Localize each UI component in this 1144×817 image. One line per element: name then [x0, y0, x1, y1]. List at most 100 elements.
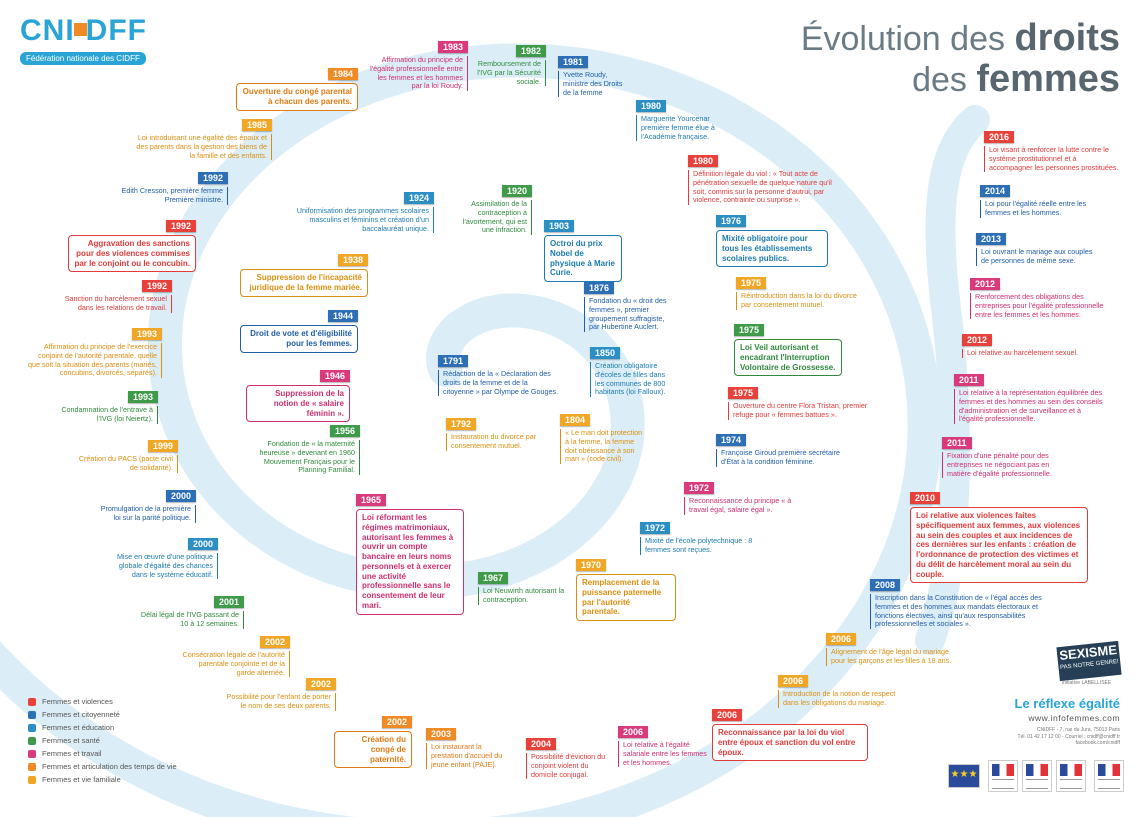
legend-label: Femmes et santé: [42, 736, 100, 745]
event-text: Loi réformant les régimes matrimoniaux, …: [356, 509, 464, 615]
cnidff-logo: CNI DFF Fédération nationale des CIDFF: [20, 14, 147, 66]
event-text: Instauration du divorce par consentement…: [446, 432, 550, 451]
event-year: 1920: [501, 185, 532, 197]
footer-branding: Le réflexe égalité www.infofemmes.com: [1015, 696, 1121, 723]
event-year: 1972: [640, 522, 671, 534]
event-text: Mixité obligatoire pour tous les établis…: [716, 230, 828, 268]
event-text: Françoise Giroud première secrétaire d'É…: [716, 448, 850, 467]
event-year: 2014: [980, 185, 1011, 197]
event-year: 2006: [712, 709, 743, 721]
event-text: Alignement de l'âge légal du mariage pou…: [826, 647, 956, 666]
event-text: Renforcement des obligations des entrepr…: [970, 292, 1106, 320]
event-text: Loi relative à l'égalité salariale entre…: [618, 740, 708, 768]
legend: Femmes et violences Femmes et citoyennet…: [28, 695, 177, 786]
legend-swatch: [28, 750, 36, 759]
event-text: Rédaction de la « Déclaration des droits…: [438, 369, 560, 397]
sexisme-campaign-badge: SEXISME PAS NOTRE GENRE!: [1056, 640, 1122, 682]
event-year: 1992: [197, 172, 228, 184]
event-text: Ouverture du centre Flora Tristan, premi…: [728, 401, 870, 420]
event-year: 1944: [327, 310, 358, 322]
republique-francaise-logo-icon: [988, 760, 1018, 792]
reflexe-egalite-title: Le réflexe égalité: [1014, 696, 1121, 711]
ministry-logo-icon: [1022, 760, 1052, 792]
event-year: 2012: [962, 334, 993, 346]
event-year: 1992: [141, 280, 172, 292]
legend-item-articulation: Femmes et articulation des temps de vie: [28, 760, 177, 773]
event-year: 1975: [734, 324, 765, 336]
legend-item-work: Femmes et travail: [28, 747, 177, 760]
event-text: Mixité de l'école polytechnique : 8 femm…: [640, 536, 756, 555]
event-year: 1903: [544, 220, 575, 232]
event-year: 2002: [259, 636, 290, 648]
event-year: 2006: [826, 633, 857, 645]
event-year: 2011: [954, 374, 984, 386]
event-text: Assimilation de la contraception à l'avo…: [450, 199, 532, 236]
event-text: Inscription dans la Constitution de « l'…: [870, 593, 1046, 630]
ministry-logo-icon-2: [1056, 760, 1086, 792]
event-year: 2003: [426, 728, 457, 740]
eu-flag-icon: ★★★: [948, 764, 980, 788]
event-year: 1980: [636, 100, 667, 112]
legend-label: Femmes et éducation: [42, 723, 115, 732]
event-text: Introduction de la notion de respect dan…: [778, 689, 910, 708]
event-text: Aggravation des sanctions pour des viole…: [68, 235, 196, 273]
title-line1: Évolution des droits: [801, 18, 1120, 59]
legend-item-citizenship: Femmes et citoyenneté: [28, 708, 177, 721]
footer-address: CNIDFF - 7, rue du Jura, 75013 Paris Tél…: [980, 727, 1120, 747]
event-text: Définition légale du viol : « Tout acte …: [688, 169, 846, 206]
event-year: 1984: [327, 68, 358, 80]
event-year: 2004: [526, 738, 557, 750]
event-year: 1992: [165, 220, 196, 232]
legend-swatch: [28, 737, 36, 746]
event-year: 2000: [165, 490, 196, 502]
ministry-logo-icon-3: [1094, 760, 1124, 792]
logo-wordmark: CNI DFF: [20, 14, 147, 48]
event-year: 1993: [131, 328, 162, 340]
contact-line: Tél. 01 42 17 12 00 - Courriel : cnidff@…: [1017, 733, 1120, 740]
event-year: 2002: [305, 678, 336, 690]
event-text: Fondation de « la maternité heureuse » d…: [250, 439, 360, 476]
eu-stars-icon: ★★★: [950, 769, 978, 780]
logo-text-part1: CNI: [20, 14, 75, 47]
event-year: 1972: [684, 482, 715, 494]
poster-title: Évolution des droits des femmes: [801, 18, 1120, 100]
event-year: 2008: [870, 579, 901, 591]
event-year: 1975: [736, 277, 767, 289]
event-year: 1938: [337, 254, 368, 266]
legend-item-education: Femmes et éducation: [28, 721, 177, 734]
event-text: Affirmation du principe de l'égalité pro…: [370, 55, 468, 92]
event-year: 1792: [446, 418, 477, 430]
event-text: Condamnation de l'entrave à l'IVG (loi N…: [60, 405, 158, 424]
event-year: 1974: [716, 434, 747, 446]
event-text: Loi instaurant la prestation d'accueil d…: [426, 742, 512, 770]
event-text: « Le mari doit protection à la femme, la…: [560, 428, 644, 465]
event-text: Affirmation du principe de l'exercice co…: [26, 342, 162, 379]
website-link[interactable]: www.infofemmes.com: [1028, 713, 1120, 723]
facebook-link[interactable]: facebook.com/cnidff: [1075, 740, 1120, 746]
event-text: Possibilité d'éviction du conjoint viole…: [526, 752, 606, 780]
event-year: 2010: [910, 492, 941, 504]
event-text: Création du congé de paternité.: [334, 731, 412, 769]
event-year: 1985: [241, 119, 272, 131]
event-year: 1876: [584, 282, 615, 294]
event-year: 2016: [984, 131, 1015, 143]
event-text: Loi relative au harcèlement sexuel.: [962, 348, 1086, 358]
event-year: 1983: [437, 41, 468, 53]
legend-swatch: [28, 776, 36, 785]
legend-swatch: [28, 698, 36, 707]
event-year: 1791: [438, 355, 469, 367]
event-year: 1956: [329, 425, 360, 437]
event-text: Uniformisation des programmes scolaires …: [292, 206, 434, 234]
title-line1-bold: droits: [1014, 17, 1120, 59]
event-text: Reconnaissance du principe « à travail é…: [684, 496, 794, 515]
event-year: 1976: [716, 215, 747, 227]
legend-item-health: Femmes et santé: [28, 734, 177, 747]
legend-label: Femmes et citoyenneté: [42, 710, 120, 719]
event-text: Création obligatoire d'écoles de filles …: [590, 361, 676, 398]
event-year: 2001: [213, 596, 244, 608]
event-year: 1804: [560, 414, 591, 426]
event-text: Loi pour l'égalité réelle entre les femm…: [980, 199, 1098, 218]
event-text: Edith Cresson, première femme Première m…: [120, 186, 228, 205]
event-year: 2006: [778, 675, 809, 687]
event-text: Mise en œuvre d'une politique globale d'…: [110, 552, 218, 580]
